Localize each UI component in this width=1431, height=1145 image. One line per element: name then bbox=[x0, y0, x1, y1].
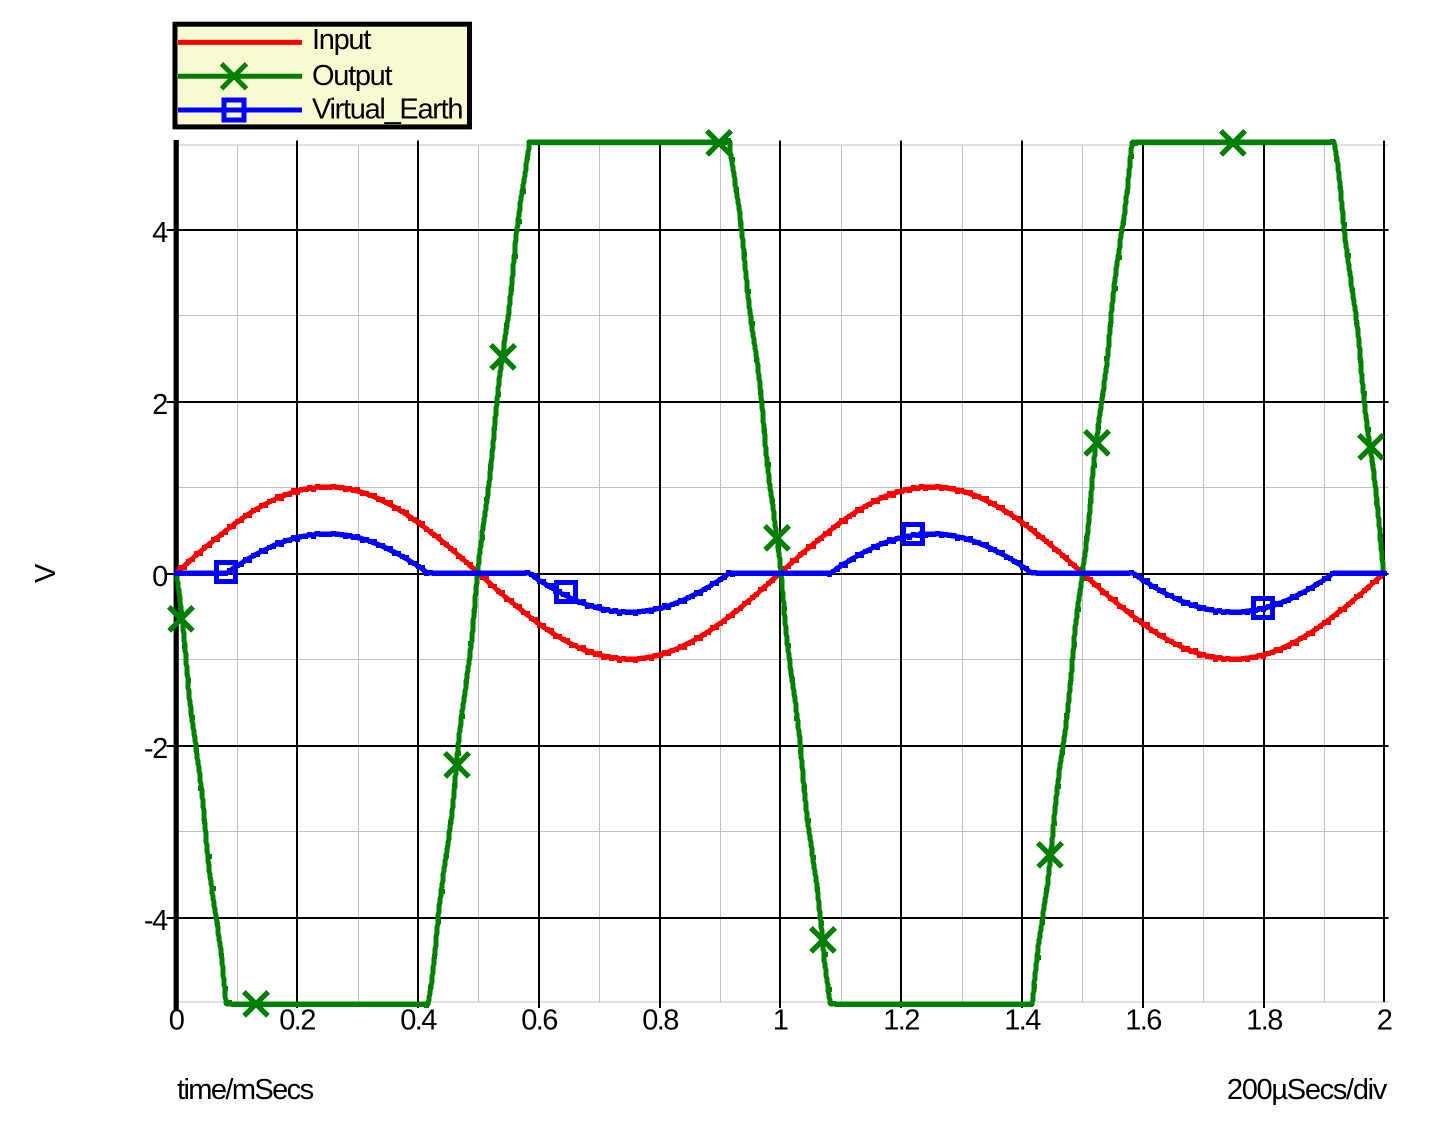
svg-text:1.4: 1.4 bbox=[1004, 1005, 1041, 1037]
svg-text:1.6: 1.6 bbox=[1125, 1005, 1161, 1037]
svg-text:Virtual_Earth: Virtual_Earth bbox=[312, 94, 462, 126]
svg-text:0.2: 0.2 bbox=[279, 1005, 315, 1037]
svg-text:1.8: 1.8 bbox=[1246, 1005, 1282, 1037]
svg-text:200µSecs/div: 200µSecs/div bbox=[1227, 1074, 1388, 1106]
svg-text:0: 0 bbox=[152, 561, 167, 593]
svg-text:2: 2 bbox=[152, 389, 167, 421]
svg-text:-4: -4 bbox=[144, 905, 168, 937]
svg-text:-2: -2 bbox=[144, 733, 167, 765]
svg-text:0: 0 bbox=[169, 1005, 184, 1037]
svg-text:Input: Input bbox=[312, 24, 371, 56]
svg-text:0.4: 0.4 bbox=[400, 1005, 437, 1037]
svg-text:2: 2 bbox=[1377, 1005, 1392, 1037]
svg-text:4: 4 bbox=[152, 217, 168, 249]
svg-text:time/mSecs: time/mSecs bbox=[177, 1074, 314, 1106]
svg-text:1: 1 bbox=[773, 1005, 788, 1037]
svg-text:Output: Output bbox=[312, 60, 392, 92]
svg-text:0.6: 0.6 bbox=[521, 1005, 557, 1037]
svg-text:V: V bbox=[30, 563, 62, 583]
svg-text:1.2: 1.2 bbox=[883, 1005, 919, 1037]
svg-text:0.8: 0.8 bbox=[642, 1005, 678, 1037]
